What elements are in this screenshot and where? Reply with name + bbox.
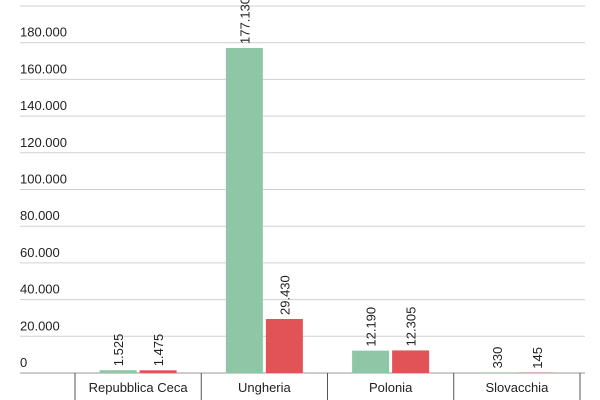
x-tick-label: Slovacchia <box>485 380 549 395</box>
y-tick-label: 40.000 <box>20 282 60 297</box>
bar <box>352 350 390 373</box>
y-tick-label: 200.000 <box>20 0 67 3</box>
value-label: 145 <box>530 347 545 369</box>
bar <box>392 350 430 373</box>
value-label: 1.475 <box>151 334 166 367</box>
x-tick-label: Ungheria <box>238 380 292 395</box>
y-tick-label: 160.000 <box>20 61 67 76</box>
y-tick-label: 0 <box>20 355 27 370</box>
value-label: 330 <box>490 347 505 369</box>
y-tick-label: 180.000 <box>20 25 67 40</box>
y-tick-label: 80.000 <box>20 208 60 223</box>
bar <box>139 370 177 373</box>
bar <box>225 47 263 373</box>
x-tick-label: Repubblica Ceca <box>89 380 189 395</box>
value-label: 12.190 <box>364 307 379 347</box>
value-label: 29.430 <box>277 275 292 315</box>
y-tick-label: 140.000 <box>20 98 67 113</box>
value-label: 12.305 <box>404 307 419 347</box>
bar <box>478 372 516 373</box>
x-tick-label: Polonia <box>369 380 413 395</box>
y-tick-label: 100.000 <box>20 172 67 187</box>
y-tick-label: 120.000 <box>20 135 67 150</box>
bar <box>265 318 303 373</box>
value-label: 1.525 <box>111 334 126 367</box>
bar <box>99 370 137 373</box>
value-label: 177.130 <box>237 0 252 44</box>
y-tick-label: 60.000 <box>20 245 60 260</box>
y-tick-label: 20.000 <box>20 318 60 333</box>
